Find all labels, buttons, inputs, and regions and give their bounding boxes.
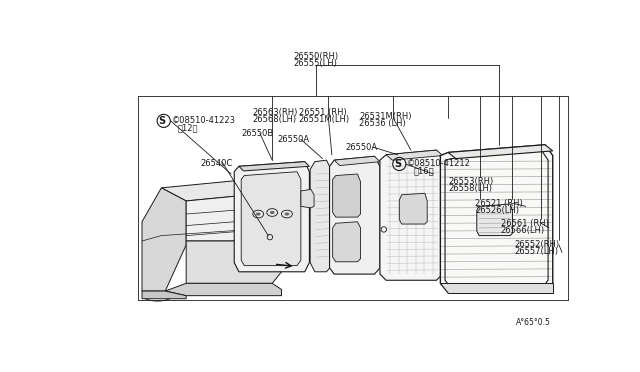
Text: 26558(LH): 26558(LH) [448,184,492,193]
Polygon shape [333,174,360,217]
Text: ©08510-41212: ©08510-41212 [407,158,471,168]
Polygon shape [234,162,309,272]
Text: 26568(LH): 26568(LH) [252,115,296,124]
Polygon shape [239,162,309,171]
Text: 26552(RH): 26552(RH) [514,240,559,249]
Text: ©08510-41223: ©08510-41223 [172,116,236,125]
Polygon shape [333,222,360,262]
Text: 26521 (RH): 26521 (RH) [476,199,523,208]
Text: 26536 (LH): 26536 (LH) [359,119,406,128]
Polygon shape [440,145,553,293]
Polygon shape [241,172,301,266]
Polygon shape [440,283,553,293]
Text: 26550A: 26550A [345,143,377,152]
Ellipse shape [285,212,289,216]
Text: 26553(RH): 26553(RH) [448,177,493,186]
Polygon shape [142,188,186,291]
Text: 26551 (RH): 26551 (RH) [298,108,346,117]
Polygon shape [448,145,553,158]
Text: 26555(LH): 26555(LH) [294,59,337,68]
Text: 26551M(LH): 26551M(LH) [298,115,349,124]
Polygon shape [477,204,513,235]
Polygon shape [161,179,274,201]
Text: 26526(LH): 26526(LH) [476,206,519,215]
Text: 26566(LH): 26566(LH) [501,225,545,235]
Text: S: S [159,116,166,126]
Polygon shape [301,189,314,208]
Text: 26550(RH): 26550(RH) [293,52,338,61]
Text: 26550B: 26550B [241,129,273,138]
Polygon shape [165,283,282,296]
Text: 26531M(RH): 26531M(RH) [359,112,412,121]
Text: 26540C: 26540C [200,158,232,168]
Ellipse shape [256,212,260,216]
Polygon shape [386,150,443,160]
Ellipse shape [270,211,275,214]
Polygon shape [399,193,428,224]
Polygon shape [186,241,285,283]
Text: S: S [394,159,401,169]
Text: 26557(LH): 26557(LH) [514,247,558,256]
Polygon shape [330,156,380,274]
Polygon shape [142,291,186,299]
Text: 26561 (RH): 26561 (RH) [501,219,548,228]
Text: A°65°0.5: A°65°0.5 [516,318,551,327]
Text: （12）: （12） [178,123,198,132]
Text: （16）: （16） [413,166,434,175]
Text: 26550A: 26550A [278,135,310,144]
Polygon shape [380,150,443,280]
Polygon shape [186,192,285,241]
Polygon shape [259,203,285,231]
Polygon shape [310,160,331,272]
Text: 26563(RH): 26563(RH) [252,108,298,117]
Polygon shape [334,156,380,166]
